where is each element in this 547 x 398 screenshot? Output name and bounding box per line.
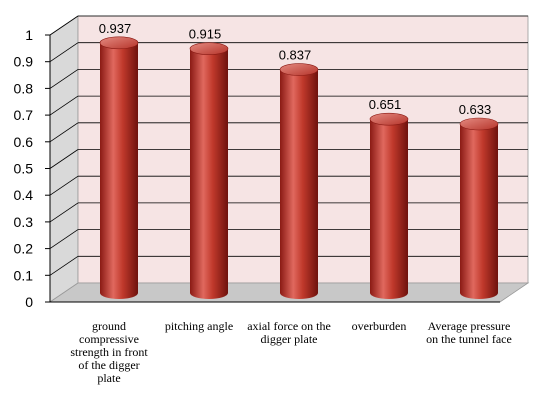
y-tick-label: 0.5 xyxy=(14,161,34,177)
gridline-diagonal xyxy=(49,175,79,196)
x-category-label: pitching angle xyxy=(164,319,234,333)
bar xyxy=(369,112,409,299)
gridline-diagonal xyxy=(49,95,79,116)
x-category-label: overburden xyxy=(351,319,407,333)
y-tick-label: 0 xyxy=(25,294,33,310)
bar xyxy=(99,36,139,300)
data-label: 0.651 xyxy=(369,97,402,112)
bar-body xyxy=(190,48,228,299)
y-tick-label: 0.6 xyxy=(14,134,34,150)
data-label: 0.937 xyxy=(99,21,132,36)
data-label: 0.915 xyxy=(189,27,222,42)
bar-top xyxy=(279,63,319,76)
gridline-diagonal xyxy=(49,229,79,249)
bar xyxy=(279,63,319,300)
gridline-diagonal xyxy=(49,202,79,223)
bar xyxy=(459,117,499,299)
gridline-diagonal xyxy=(49,15,79,36)
bar-body xyxy=(370,119,408,299)
data-label: 0.837 xyxy=(279,48,312,63)
bar-top xyxy=(369,112,409,126)
bar-body xyxy=(100,42,138,300)
data-labels: 0.937 0.915 0.837 0.651 0.633 xyxy=(99,21,492,117)
x-category-label: Average pressure on the tunnel face xyxy=(426,319,512,346)
y-axis: 0 0.1 0.2 0.3 0.4 0.5 0.6 0.7 0.8 0.9 1 xyxy=(14,27,500,310)
bar xyxy=(189,42,229,299)
data-label: 0.633 xyxy=(459,102,492,117)
gridline-diagonal xyxy=(49,149,79,169)
bar-top xyxy=(99,36,139,50)
y-tick-label: 0.4 xyxy=(14,187,34,203)
x-category-label: axial force on the digger plate xyxy=(247,319,331,346)
gridline-diagonal xyxy=(49,69,79,89)
bar-body xyxy=(280,69,318,300)
y-tick-label: 1 xyxy=(25,27,33,43)
bar-body xyxy=(460,123,498,299)
gridline-diagonal xyxy=(49,42,79,63)
y-tick-label: 0.9 xyxy=(14,54,34,70)
bars xyxy=(99,36,499,300)
gridline-diagonal xyxy=(49,122,79,143)
gridline-diagonal xyxy=(49,255,79,276)
y-tick-label: 0.1 xyxy=(14,267,34,283)
y-tick-label: 0.2 xyxy=(14,241,34,257)
bar-top xyxy=(189,42,229,55)
bar-top xyxy=(459,117,499,131)
y-tick-label: 0.3 xyxy=(14,214,34,230)
x-category-label: ground compressive strength in front of … xyxy=(70,319,148,385)
y-tick-label: 0.8 xyxy=(14,80,34,96)
y-tick-label: 0.7 xyxy=(14,107,34,123)
